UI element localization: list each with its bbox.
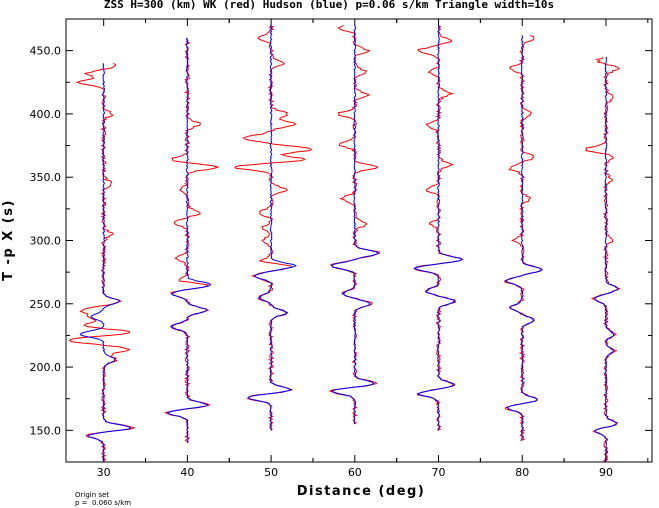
y-axis: 150.0 200.0 250.0 300.0 350.0 400.0 450.0 bbox=[30, 18, 652, 463]
y-tick-label: 200.0 bbox=[30, 361, 62, 374]
wk-trace-90 bbox=[584, 56, 621, 463]
hudson-trace-40 bbox=[166, 37, 212, 444]
x-tick-label: 70 bbox=[432, 466, 446, 479]
x-tick-label: 90 bbox=[599, 466, 613, 479]
x-tick-label: 40 bbox=[180, 466, 194, 479]
hudson-trace-70 bbox=[412, 24, 463, 431]
y-tick-label: 300.0 bbox=[30, 235, 62, 248]
traces bbox=[68, 24, 621, 463]
origin-note: Origin set bbox=[75, 491, 110, 499]
y-tick-label: 150.0 bbox=[30, 424, 62, 437]
y-axis-label: T -p X (s) bbox=[1, 199, 16, 281]
wk-trace-50 bbox=[234, 24, 313, 431]
x-tick-label: 30 bbox=[97, 466, 111, 479]
y-tick-label: 250.0 bbox=[30, 298, 62, 311]
x-tick-label: 50 bbox=[264, 466, 278, 479]
hudson-trace-50 bbox=[247, 25, 297, 431]
hudson-trace-30 bbox=[79, 63, 132, 463]
slowness-note: p = 0.060 s/km bbox=[75, 499, 132, 507]
chart-title: ZSS H=300 (km) WK (red) Hudson (blue) p=… bbox=[104, 0, 554, 11]
x-axis-label: Distance (deg) bbox=[297, 484, 426, 499]
wk-trace-40 bbox=[163, 37, 220, 444]
plot-frame bbox=[65, 18, 653, 463]
y-tick-label: 400.0 bbox=[30, 108, 62, 121]
y-tick-label: 450.0 bbox=[30, 45, 62, 58]
wk-trace-80 bbox=[503, 35, 543, 441]
x-tick-label: 60 bbox=[348, 466, 362, 479]
hudson-trace-80 bbox=[504, 35, 543, 441]
y-tick-label: 350.0 bbox=[30, 171, 62, 184]
x-tick-label: 80 bbox=[515, 466, 529, 479]
hudson-trace-90 bbox=[594, 56, 619, 463]
hudson-trace-60 bbox=[331, 25, 380, 425]
wk-trace-30 bbox=[68, 62, 136, 463]
